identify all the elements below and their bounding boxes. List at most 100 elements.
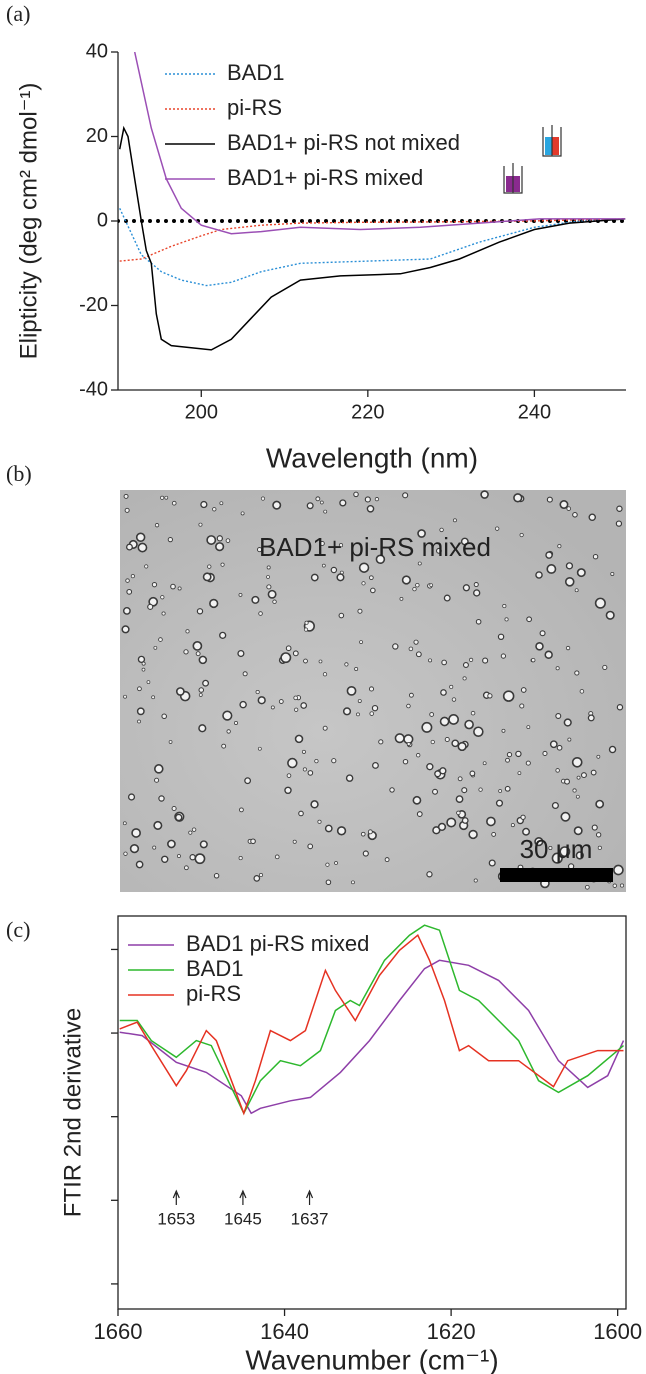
droplet: [334, 861, 338, 865]
droplet: [368, 686, 375, 692]
droplet: [191, 827, 197, 832]
droplet: [307, 843, 314, 850]
droplet: [394, 733, 405, 744]
droplet: [146, 680, 151, 684]
droplet: [153, 820, 163, 830]
droplet: [152, 845, 157, 850]
droplet: [151, 695, 156, 700]
droplet: [207, 564, 212, 569]
droplet: [539, 630, 546, 637]
droplet: [260, 496, 266, 501]
droplet: [198, 522, 203, 527]
droplet: [579, 689, 585, 694]
droplet: [470, 710, 476, 716]
y-axis-label: Elipticity (deg cm² dmol⁻¹): [15, 83, 42, 360]
droplet: [374, 497, 380, 502]
y-tick-label: -20: [79, 294, 108, 316]
droplet: [441, 659, 447, 666]
droplet: [545, 551, 553, 559]
droplet: [199, 840, 208, 849]
droplet: [367, 829, 373, 835]
droplet: [175, 813, 183, 822]
annotation-arrow: [305, 1189, 314, 1205]
droplet: [141, 661, 146, 666]
droplet: [590, 769, 597, 776]
droplet: [124, 507, 130, 513]
droplet: [494, 526, 500, 531]
droplet: [171, 500, 177, 506]
droplet: [202, 679, 210, 687]
droplet: [324, 824, 333, 833]
droplet: [206, 535, 217, 545]
droplet: [325, 879, 332, 886]
droplet: [619, 883, 625, 888]
droplet: [401, 575, 411, 585]
plot-frame: [117, 915, 627, 1310]
droplet: [597, 845, 602, 850]
droplet: [449, 684, 454, 689]
droplet: [416, 753, 421, 758]
droplet: [542, 750, 548, 756]
droplet: [167, 537, 173, 543]
droplet: [575, 794, 580, 799]
droplet: [321, 563, 326, 568]
droplet: [198, 693, 203, 697]
droplet: [520, 814, 526, 820]
droplet: [356, 712, 360, 717]
droplet: [136, 707, 145, 716]
droplet: [135, 532, 146, 542]
droplet: [123, 694, 127, 699]
droplet: [555, 666, 560, 671]
x-axis-label: Wavenumber (cm⁻¹): [245, 1344, 498, 1374]
droplet: [148, 596, 159, 607]
droplet: [168, 740, 173, 744]
scale-bar: [500, 868, 613, 882]
droplet: [370, 587, 376, 594]
droplet: [430, 739, 435, 745]
droplet: [250, 838, 256, 845]
droplet: [317, 819, 322, 824]
droplet: [596, 754, 601, 759]
droplet: [522, 827, 531, 836]
droplet: [392, 643, 399, 650]
droplet: [551, 801, 559, 810]
droplet: [130, 574, 135, 579]
droplet: [346, 685, 357, 696]
droplet: [506, 751, 513, 758]
droplet: [457, 741, 467, 752]
droplet: [498, 789, 503, 793]
droplet: [198, 724, 207, 733]
droplet: [302, 767, 307, 772]
droplet: [429, 712, 435, 717]
droplet: [274, 854, 280, 860]
panel-label: (a): [6, 1, 30, 26]
droplet: [221, 743, 227, 749]
droplet: [473, 589, 481, 597]
annotation-arrow: [172, 1189, 180, 1205]
droplet: [520, 687, 527, 693]
panel-label: (b): [6, 461, 32, 486]
droplet: [301, 749, 306, 754]
droplet: [239, 700, 247, 709]
droplet: [436, 547, 442, 554]
legend-label: pi-RS: [227, 95, 282, 120]
droplet: [571, 756, 583, 768]
droplet: [362, 850, 369, 857]
y-tick-label: -40: [79, 378, 108, 400]
x-tick-label: 1660: [94, 1319, 143, 1344]
droplet: [437, 822, 447, 831]
droplet: [482, 657, 489, 664]
droplet: [278, 699, 284, 704]
x-tick-label: 200: [185, 401, 218, 423]
droplet: [267, 589, 277, 599]
droplet: [123, 851, 128, 856]
droplet: [266, 584, 272, 590]
micrograph: [120, 490, 626, 892]
legend-label: BAD1+ pi-RS mixed: [227, 165, 423, 190]
droplet: [519, 703, 525, 709]
droplet: [161, 855, 169, 864]
droplet: [595, 799, 605, 809]
droplet: [286, 773, 292, 778]
droplet: [161, 611, 166, 616]
droplet: [272, 500, 282, 510]
